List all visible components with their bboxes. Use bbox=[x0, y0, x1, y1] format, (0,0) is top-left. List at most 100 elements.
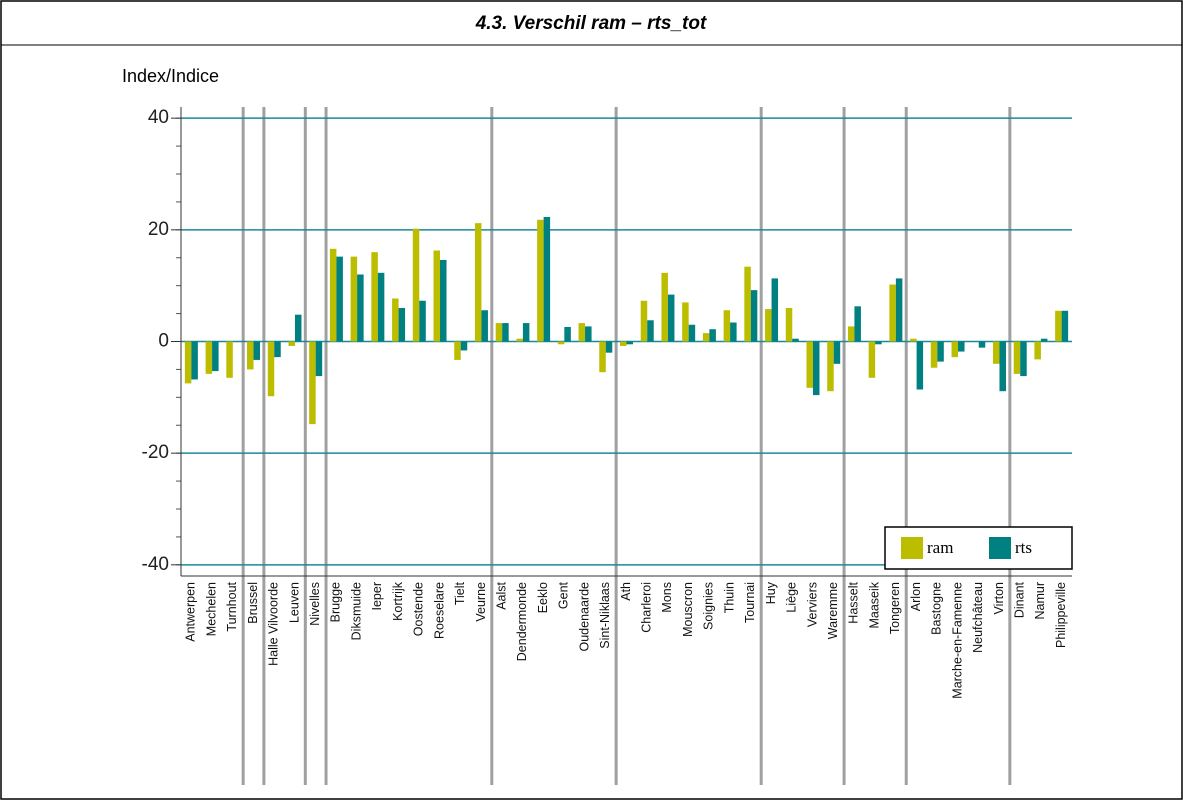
bar bbox=[702, 333, 710, 342]
bar bbox=[392, 298, 399, 342]
bar bbox=[294, 314, 302, 342]
x-tick-label: Ath bbox=[619, 582, 633, 601]
bar bbox=[875, 341, 882, 345]
bar bbox=[605, 341, 613, 353]
x-tick-label: Marche-en-Famenne bbox=[950, 582, 964, 699]
y-axis-label: Index/Indice bbox=[122, 66, 219, 86]
bar bbox=[599, 341, 606, 373]
x-tick-label: Bastogne bbox=[930, 582, 944, 635]
bar bbox=[661, 272, 668, 342]
x-tick-label: Brussel bbox=[246, 582, 260, 624]
bar bbox=[812, 341, 820, 396]
bar bbox=[765, 309, 772, 342]
bar bbox=[474, 223, 482, 342]
x-tick-label: Roeselare bbox=[432, 582, 446, 639]
x-tick-label: Ieper bbox=[370, 582, 384, 611]
bar bbox=[377, 272, 385, 342]
x-tick-label: Diksmuide bbox=[349, 582, 363, 640]
bar bbox=[371, 252, 378, 342]
bar bbox=[205, 341, 213, 374]
x-tick-label: Virton bbox=[992, 582, 1006, 614]
y-tick-label: -40 bbox=[142, 554, 169, 575]
bar bbox=[184, 341, 192, 384]
bar bbox=[895, 278, 903, 342]
x-tick-label: Turnhout bbox=[225, 581, 239, 631]
legend-label: ram bbox=[927, 538, 953, 557]
x-tick-label: Leuven bbox=[287, 582, 301, 623]
bar bbox=[481, 310, 488, 342]
bar bbox=[247, 341, 254, 370]
bar bbox=[1055, 310, 1062, 342]
bar bbox=[889, 284, 896, 342]
bar bbox=[958, 341, 965, 352]
y-tick-label: 0 bbox=[158, 331, 169, 352]
bar bbox=[226, 341, 233, 378]
x-tick-label: Hasselt bbox=[847, 581, 861, 623]
bar bbox=[537, 219, 544, 342]
bar bbox=[433, 250, 441, 342]
bar bbox=[744, 266, 751, 342]
bar bbox=[937, 341, 944, 362]
x-tick-label: Philippeville bbox=[1054, 582, 1068, 648]
x-tick-label: Oudenaarde bbox=[577, 582, 591, 652]
chart-title: 4.3. Verschil ram – rts_tot bbox=[475, 13, 707, 34]
x-tick-label: Sint-Niklaas bbox=[598, 582, 612, 649]
bar bbox=[910, 338, 917, 342]
bar bbox=[419, 300, 426, 342]
bar bbox=[543, 216, 551, 342]
x-tick-label: Oostende bbox=[412, 582, 426, 636]
bar bbox=[440, 259, 447, 342]
x-tick-label: Liège bbox=[785, 582, 799, 613]
bar bbox=[454, 341, 461, 360]
x-tick-label: Verviers bbox=[805, 582, 819, 627]
bar bbox=[350, 256, 358, 342]
x-tick-label: Charleroi bbox=[640, 582, 654, 633]
bar bbox=[647, 320, 654, 342]
x-tick-label: Dendermonde bbox=[515, 582, 529, 661]
bar bbox=[868, 341, 876, 378]
x-tick-label: Mouscron bbox=[681, 582, 695, 637]
bar bbox=[709, 329, 716, 342]
bar bbox=[336, 256, 343, 342]
bar bbox=[495, 323, 503, 342]
bar bbox=[951, 341, 959, 358]
bar bbox=[1013, 341, 1021, 374]
x-tick-label: Eeklo bbox=[536, 582, 550, 613]
legend-swatch bbox=[989, 537, 1011, 559]
bar bbox=[682, 302, 689, 342]
x-tick-label: Waremme bbox=[826, 582, 840, 639]
x-tick-label: Brugge bbox=[329, 582, 343, 622]
x-tick-label: Arlon bbox=[909, 582, 923, 611]
bar bbox=[564, 326, 571, 342]
x-tick-label: Antwerpen bbox=[184, 582, 198, 642]
bar bbox=[357, 274, 364, 342]
bar bbox=[288, 341, 295, 346]
bar bbox=[329, 248, 337, 342]
bar bbox=[502, 323, 509, 342]
x-tick-label: Maaseik bbox=[867, 581, 881, 628]
bar bbox=[267, 341, 275, 397]
bar bbox=[723, 310, 731, 342]
bar bbox=[1040, 338, 1048, 342]
bar bbox=[1020, 341, 1027, 377]
bar bbox=[833, 341, 841, 364]
x-tick-label: Tournai bbox=[743, 582, 757, 623]
x-tick-label: Tielt bbox=[453, 581, 467, 605]
bar bbox=[730, 322, 737, 342]
bar bbox=[412, 228, 420, 342]
bar bbox=[557, 341, 565, 345]
legend-swatch bbox=[901, 537, 923, 559]
bar bbox=[750, 290, 758, 342]
bar bbox=[191, 341, 198, 380]
bar bbox=[785, 308, 793, 342]
bar bbox=[916, 341, 924, 390]
bar bbox=[253, 341, 261, 360]
bar bbox=[516, 338, 523, 342]
bar bbox=[999, 341, 1006, 392]
legend-label: rts bbox=[1015, 538, 1032, 557]
bar bbox=[274, 341, 281, 358]
x-tick-label: Aalst bbox=[494, 581, 508, 609]
bar bbox=[667, 294, 675, 342]
bar bbox=[640, 300, 648, 342]
